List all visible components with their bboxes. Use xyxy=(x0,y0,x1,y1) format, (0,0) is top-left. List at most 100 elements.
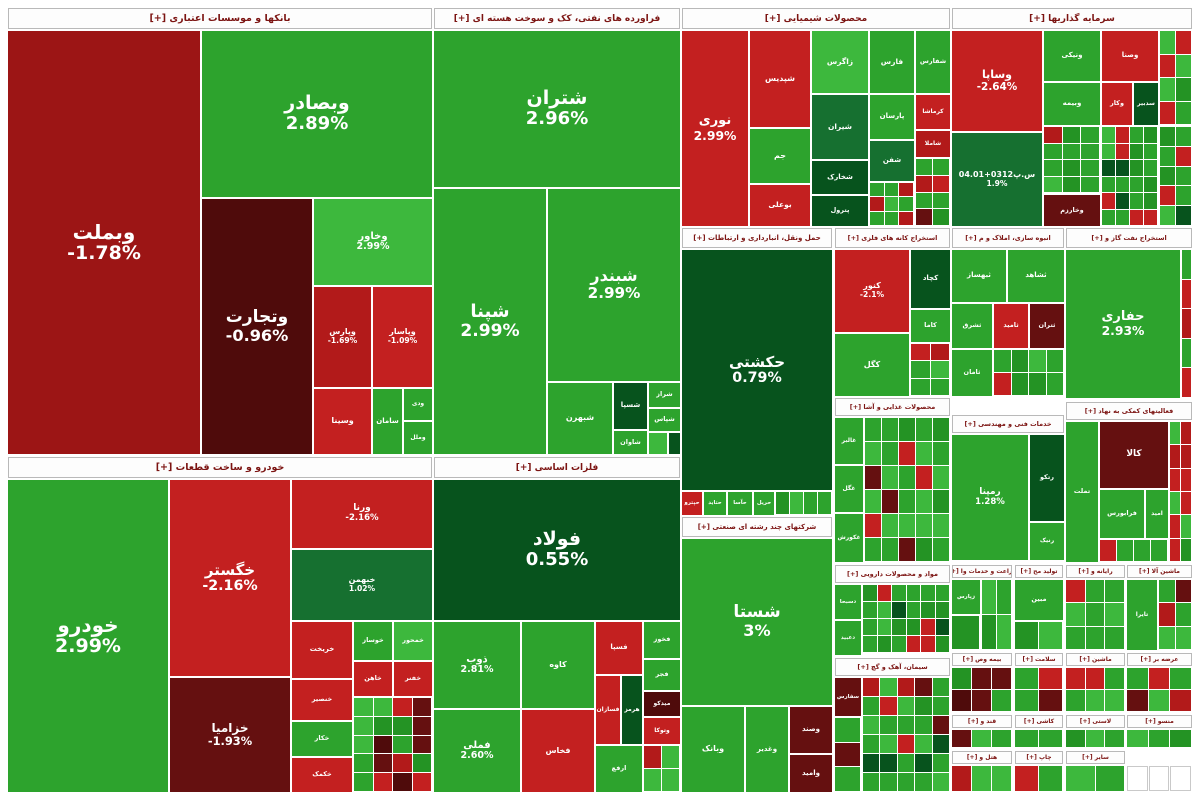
stock-tile-شپنا[interactable]: شپنا 2.99% xyxy=(434,189,546,454)
stock-tile-مبین[interactable]: مبین xyxy=(1015,580,1063,620)
mini-stock-tile[interactable] xyxy=(669,433,680,454)
stock-tile-فسازان[interactable]: فسازان xyxy=(596,676,620,744)
stock-tile-وخارزم[interactable]: وخارزم xyxy=(1044,195,1100,226)
stock-tile-بوعلی[interactable]: بوعلی xyxy=(750,185,810,226)
stock-tile-خودرو[interactable]: خودرو 2.99% xyxy=(8,480,168,792)
stock-tile-هرمز[interactable]: هرمز xyxy=(622,676,642,744)
stock-tile-خفنر[interactable]: خفنر xyxy=(394,662,432,696)
stock-tile-دعبید[interactable]: دعبید xyxy=(835,621,861,655)
sector-header-machine2[interactable]: ماشین [+] xyxy=(1066,653,1125,666)
stock-tile-سدبیر[interactable]: سدبیر xyxy=(1134,83,1158,125)
mini-stock-tile[interactable] xyxy=(994,373,1011,395)
stock-tile-رمپنا[interactable]: رمپنا 1.28% xyxy=(952,435,1028,560)
mini-stock-tile[interactable] xyxy=(1159,603,1175,626)
stock-tile-خکار[interactable]: خکار xyxy=(292,722,352,756)
mini-stock-tile[interactable] xyxy=(1130,209,1143,225)
mini-stock-tile[interactable] xyxy=(1144,209,1157,225)
stock-tile-وامید[interactable]: وامید xyxy=(790,755,832,792)
mini-stock-tile[interactable] xyxy=(863,773,880,791)
mini-stock-tile[interactable] xyxy=(899,183,913,197)
stock-tile-ورنا[interactable]: ورنا -2.16% xyxy=(292,480,432,548)
mini-stock-tile[interactable] xyxy=(1029,373,1046,395)
stock-tile-شاوان[interactable]: شاوان xyxy=(614,431,647,454)
stock-tile-کاما[interactable]: کاما xyxy=(911,310,950,342)
mini-stock-tile[interactable] xyxy=(1085,690,1105,711)
mini-stock-tile[interactable] xyxy=(1160,166,1175,186)
mini-stock-tile[interactable] xyxy=(354,735,373,754)
mini-stock-tile[interactable] xyxy=(899,211,913,225)
mini-stock-tile[interactable] xyxy=(911,344,930,361)
sector-header-oil[interactable]: فراورده های نفتی، کک و سوخت هسته ای [+] xyxy=(434,8,680,29)
mini-stock-tile[interactable] xyxy=(915,773,932,791)
mini-stock-tile[interactable] xyxy=(393,773,412,791)
mini-stock-tile[interactable] xyxy=(1182,250,1191,279)
mini-stock-tile[interactable] xyxy=(1148,766,1170,791)
mini-stock-tile[interactable] xyxy=(1062,127,1081,143)
mini-stock-tile[interactable] xyxy=(1044,176,1062,192)
mini-stock-tile[interactable] xyxy=(1029,350,1046,372)
sector-header-other[interactable]: سایر [+] xyxy=(1066,751,1125,764)
mini-stock-tile[interactable] xyxy=(863,636,877,652)
mini-stock-tile[interactable] xyxy=(982,580,996,614)
mini-stock-tile[interactable] xyxy=(1148,690,1170,711)
stock-tile-وکار[interactable]: وکار xyxy=(1102,83,1132,125)
sector-header-food[interactable]: محصولات غذایی و آشا [+] xyxy=(835,398,950,416)
mini-stock-tile[interactable] xyxy=(1144,160,1157,176)
mini-stock-tile[interactable] xyxy=(644,746,661,768)
mini-stock-tile[interactable] xyxy=(1181,492,1191,515)
mini-stock-tile[interactable] xyxy=(1182,368,1191,397)
mini-stock-tile[interactable] xyxy=(935,636,949,652)
mini-stock-tile[interactable] xyxy=(1170,492,1180,515)
mini-stock-tile[interactable] xyxy=(865,418,881,441)
stock-tile-سامان[interactable]: سامان xyxy=(373,389,402,454)
stock-tile-امید[interactable]: امید xyxy=(1146,490,1168,538)
mini-stock-tile[interactable] xyxy=(412,773,431,791)
mini-stock-tile[interactable] xyxy=(952,668,971,689)
mini-stock-tile[interactable] xyxy=(1144,127,1157,143)
mini-stock-tile[interactable] xyxy=(1015,730,1038,747)
sector-header-chemicals[interactable]: محصولات شیمیایی [+] xyxy=(682,8,950,29)
stock-tile-کالا[interactable]: کالا xyxy=(1100,422,1168,488)
stock-tile-فرابورس[interactable]: فرابورس xyxy=(1100,490,1144,538)
stock-tile-تایرا[interactable]: تایرا xyxy=(1127,580,1157,650)
mini-stock-tile[interactable] xyxy=(1170,668,1191,689)
mini-stock-tile[interactable] xyxy=(1170,445,1180,468)
mini-stock-tile[interactable] xyxy=(1130,127,1143,143)
sector-header-engineering[interactable]: خدمات فنی و مهندسی [+] xyxy=(952,415,1064,433)
mini-stock-tile[interactable] xyxy=(1176,186,1191,206)
mini-stock-tile[interactable] xyxy=(877,619,891,635)
mini-stock-tile[interactable] xyxy=(1160,146,1175,166)
mini-stock-tile[interactable] xyxy=(1127,668,1148,689)
mini-stock-tile[interactable] xyxy=(899,514,915,537)
mini-stock-tile[interactable] xyxy=(863,754,880,772)
mini-stock-tile[interactable] xyxy=(1117,540,1133,561)
stock-tile-غگل[interactable]: غگل xyxy=(835,466,863,512)
mini-stock-tile[interactable] xyxy=(1144,143,1157,159)
mini-stock-tile[interactable] xyxy=(1066,580,1085,603)
sector-header-rubber[interactable]: لاستی [+] xyxy=(1066,715,1125,728)
mini-stock-tile[interactable] xyxy=(393,735,412,754)
mini-stock-tile[interactable] xyxy=(1066,766,1095,791)
sector-header-sugar[interactable]: قند و [+] xyxy=(952,715,1012,728)
mini-stock-tile[interactable] xyxy=(354,754,373,773)
stock-tile-شفارس[interactable]: شفارس xyxy=(916,31,950,93)
mini-stock-tile[interactable] xyxy=(1176,101,1191,124)
mini-stock-tile[interactable] xyxy=(1011,350,1028,372)
mini-stock-tile[interactable] xyxy=(1148,730,1170,747)
mini-stock-tile[interactable] xyxy=(915,678,932,696)
mini-stock-tile[interactable] xyxy=(935,602,949,618)
mini-stock-tile[interactable] xyxy=(1127,730,1148,747)
mini-stock-tile[interactable] xyxy=(899,490,915,513)
sector-header-metals[interactable]: فلزات اساسی [+] xyxy=(434,457,680,478)
mini-stock-tile[interactable] xyxy=(1066,690,1085,711)
mini-stock-tile[interactable] xyxy=(882,418,898,441)
mini-stock-tile[interactable] xyxy=(935,585,949,601)
mini-stock-tile[interactable] xyxy=(870,211,884,225)
mini-stock-tile[interactable] xyxy=(897,697,915,715)
mini-stock-tile[interactable] xyxy=(1116,160,1129,176)
mini-stock-tile[interactable] xyxy=(906,585,920,601)
mini-stock-tile[interactable] xyxy=(930,344,949,361)
mini-stock-tile[interactable] xyxy=(1182,309,1191,338)
mini-stock-tile[interactable] xyxy=(932,678,949,696)
stock-tile-پارسان[interactable]: پارسان xyxy=(870,95,914,139)
